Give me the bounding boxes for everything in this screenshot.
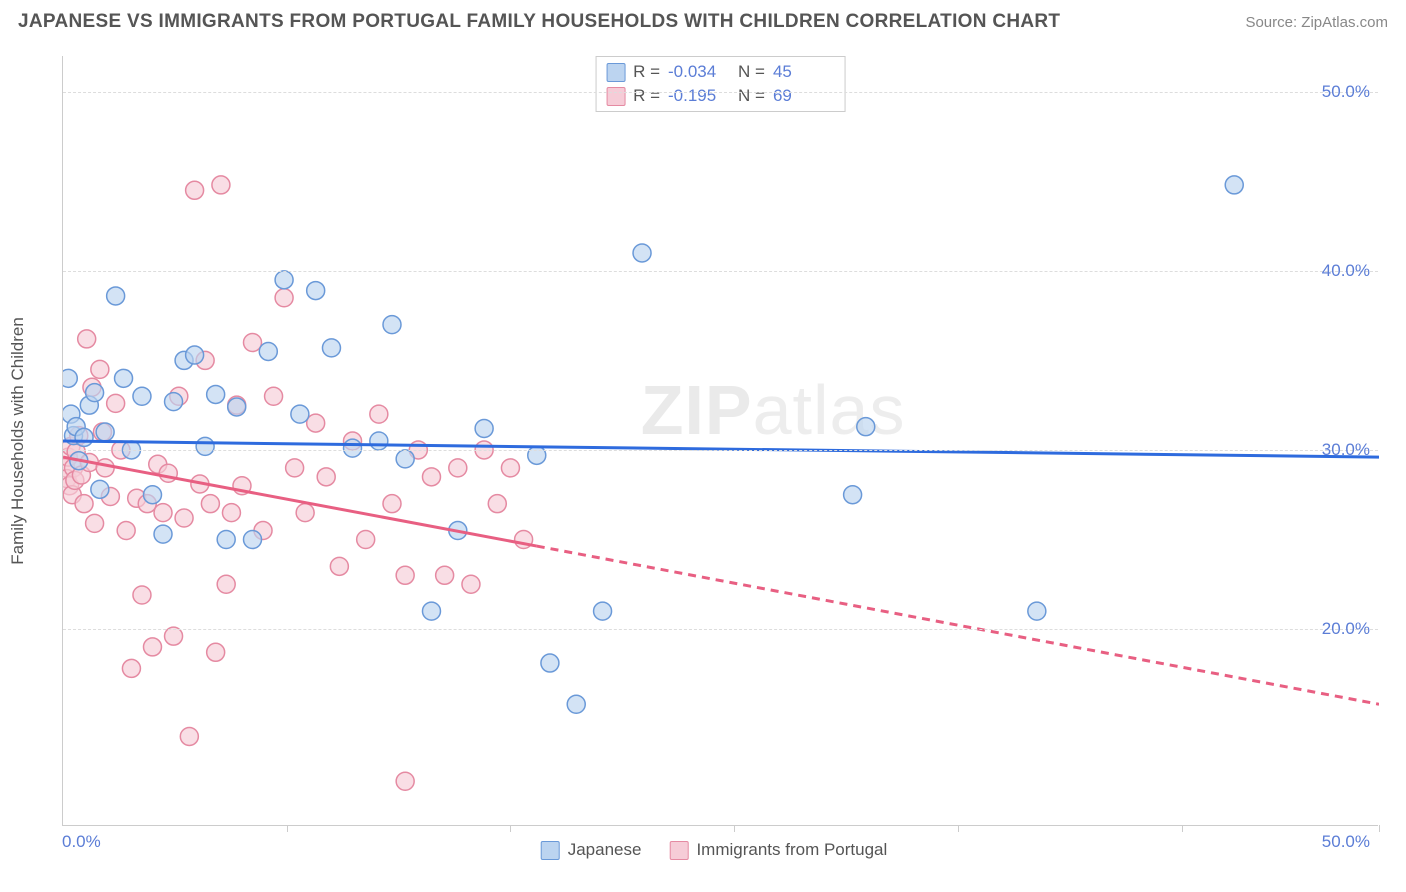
x-tick [287, 825, 288, 832]
correlation-legend: R = -0.034 N = 45 R = -0.195 N = 69 [595, 56, 846, 112]
swatch-portugal [606, 87, 625, 106]
chart-source: Source: ZipAtlas.com [1245, 14, 1388, 31]
x-tick [958, 825, 959, 832]
legend-label-portugal: Immigrants from Portugal [696, 840, 887, 860]
x-tick [510, 825, 511, 832]
x-tick [1379, 825, 1380, 832]
gridline [63, 450, 1378, 451]
gridline [63, 271, 1378, 272]
chart-title: JAPANESE VS IMMIGRANTS FROM PORTUGAL FAM… [18, 11, 1060, 33]
r-value-portugal: -0.195 [668, 84, 730, 108]
plot-area: ZIPatlas R = -0.034 N = 45 R = -0.195 N … [62, 56, 1378, 826]
x-tick [1182, 825, 1183, 832]
legend-label-japanese: Japanese [568, 840, 642, 860]
x-tick [734, 825, 735, 832]
swatch-japanese [606, 63, 625, 82]
r-value-japanese: -0.034 [668, 60, 730, 84]
x-axis-end-label: 50.0% [1322, 832, 1370, 852]
chart-svg [63, 56, 1379, 826]
y-tick-label: 40.0% [1322, 261, 1370, 281]
y-tick-label: 50.0% [1322, 82, 1370, 102]
y-tick-label: 20.0% [1322, 619, 1370, 639]
legend-row-japanese: R = -0.034 N = 45 [606, 60, 835, 84]
gridline [63, 629, 1378, 630]
plot-container: Family Households with Children ZIPatlas… [48, 56, 1380, 826]
legend-item-japanese: Japanese [541, 840, 642, 860]
swatch-portugal-icon [669, 841, 688, 860]
legend-item-portugal: Immigrants from Portugal [669, 840, 887, 860]
n-value-portugal: 69 [773, 84, 835, 108]
n-value-japanese: 45 [773, 60, 835, 84]
legend-row-portugal: R = -0.195 N = 69 [606, 84, 835, 108]
gridline [63, 92, 1378, 93]
swatch-japanese-icon [541, 841, 560, 860]
y-axis-title: Family Households with Children [8, 317, 28, 565]
y-tick-label: 30.0% [1322, 440, 1370, 460]
x-axis-start-label: 0.0% [62, 832, 101, 852]
series-legend: Japanese Immigrants from Portugal [541, 840, 888, 860]
